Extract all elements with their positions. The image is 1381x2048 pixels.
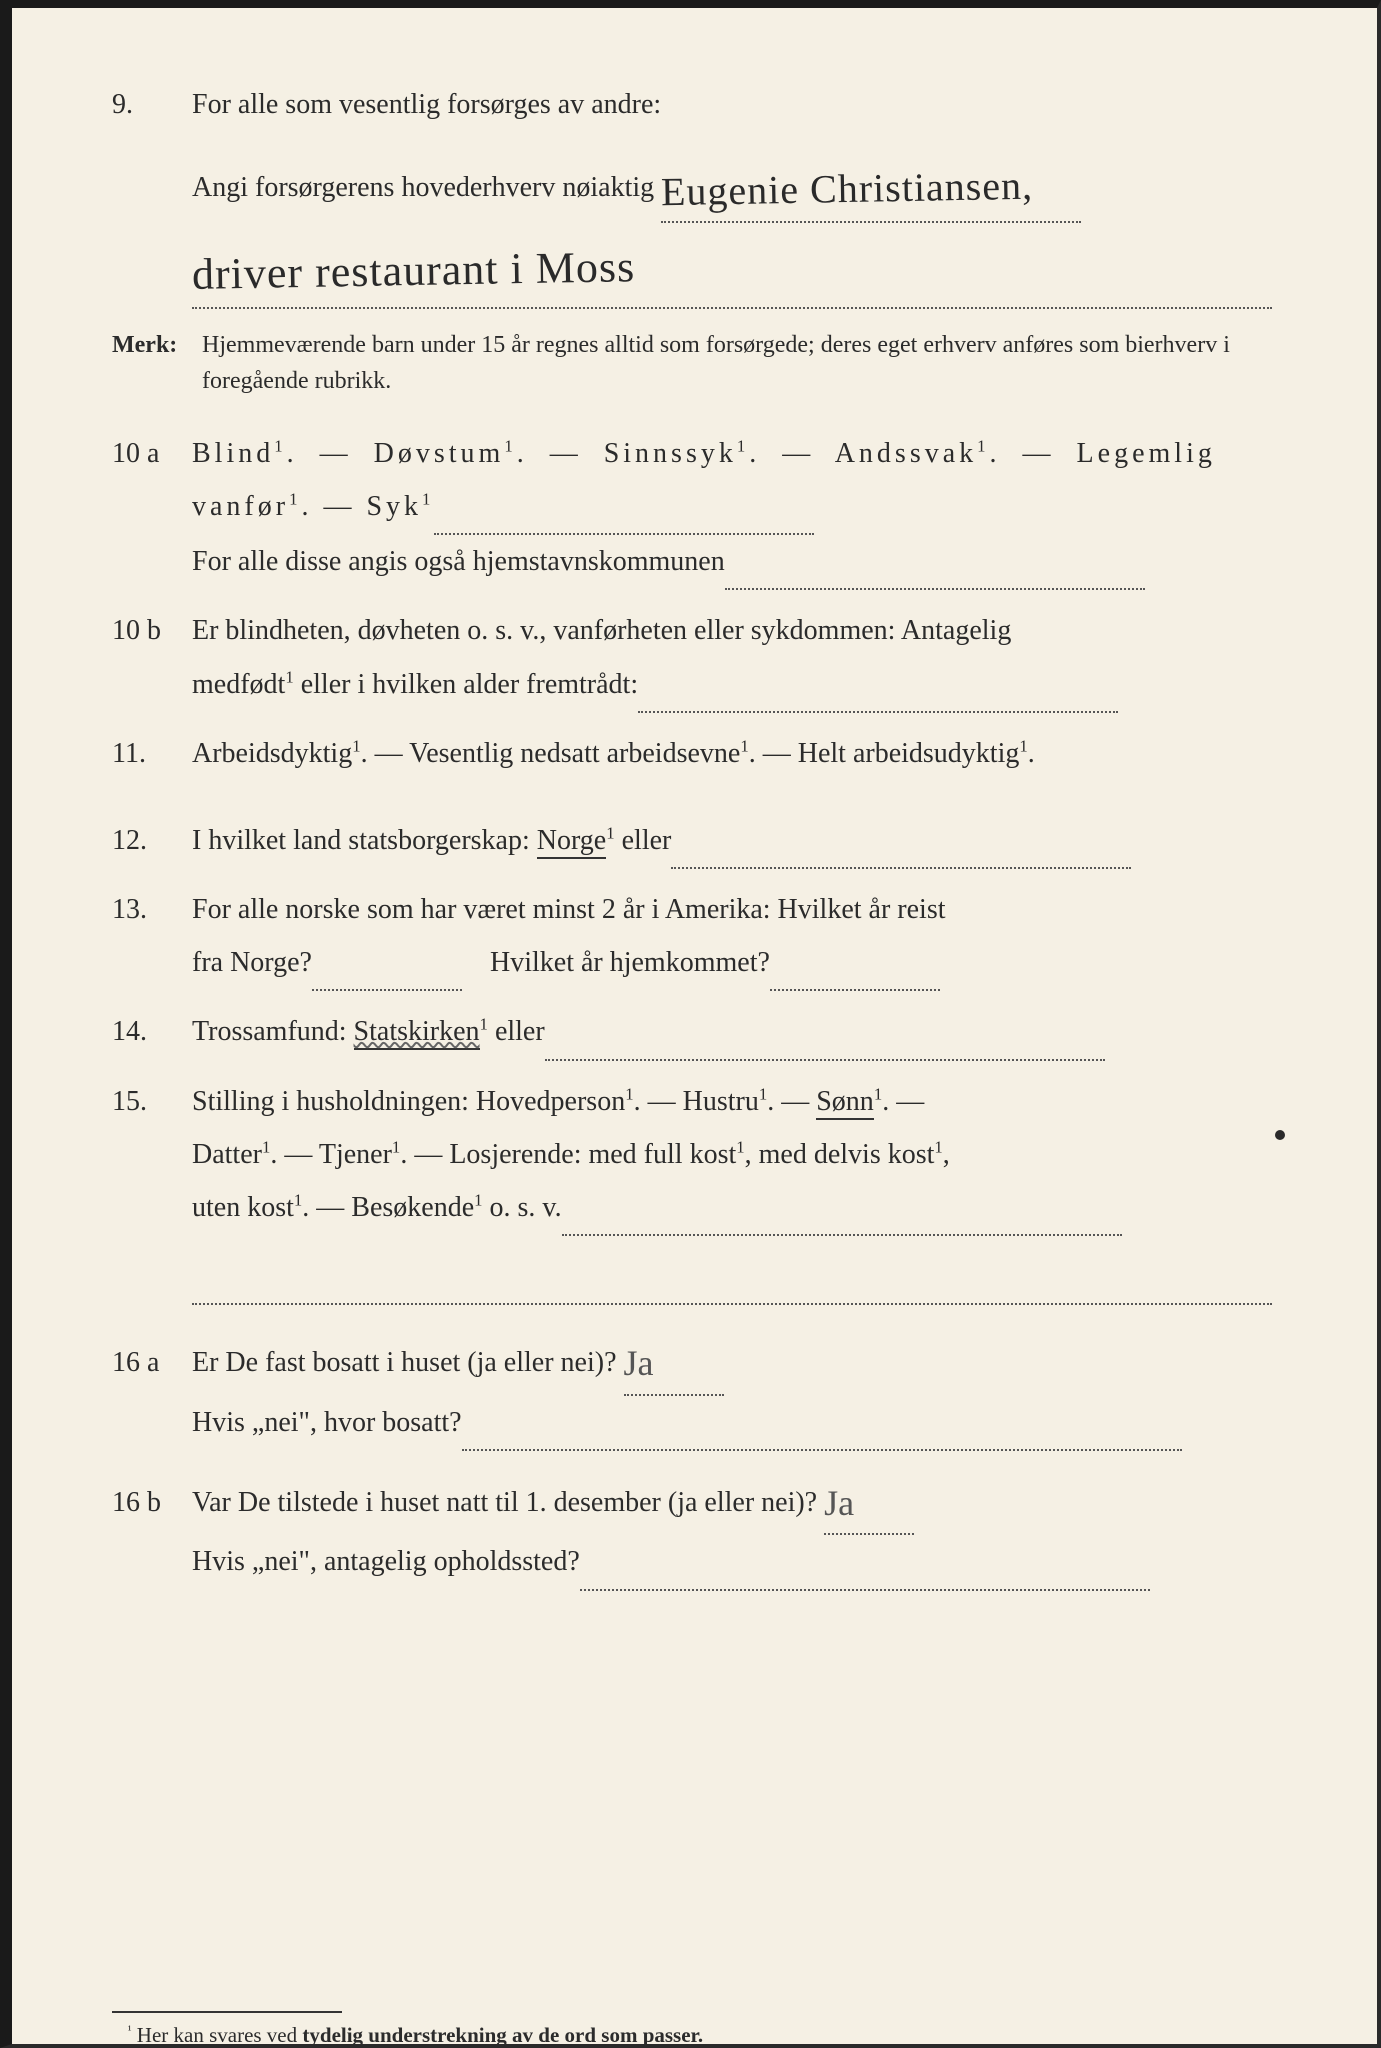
q16a-blank1: Ja bbox=[624, 1325, 724, 1395]
q16b-blank2 bbox=[580, 1535, 1150, 1590]
q10b-number: 10 b bbox=[112, 604, 192, 657]
q12-blank bbox=[671, 814, 1131, 869]
q15-extra-line bbox=[192, 1250, 1287, 1305]
q9-blank2: driver restaurant i Moss bbox=[192, 223, 1272, 309]
q9-line2-prefix: Angi forsørgerens hovederhverv nøiaktig bbox=[192, 172, 654, 203]
q16a-body: Er De fast bosatt i huset (ja eller nei)… bbox=[192, 1325, 1287, 1451]
q13-line2b: Hvilket år hjemkommet? bbox=[490, 947, 770, 978]
q9-line1: For alle som vesentlig forsørges av andr… bbox=[192, 89, 661, 120]
q14-underlined: Statskirken bbox=[354, 1016, 480, 1050]
q10b-text: Er blindheten, døvheten o. s. v., vanfør… bbox=[192, 615, 1011, 646]
q12-row: 12. I hvilket land statsborgerskap: Norg… bbox=[112, 814, 1287, 869]
q15-text3: uten kost1. — Besøkende1 o. s. v. bbox=[192, 1192, 562, 1223]
q9-row: 9. For alle som vesentlig forsørges av a… bbox=[112, 78, 1287, 131]
q13-body: For alle norske som har været minst 2 år… bbox=[192, 883, 1287, 991]
q11-text: Arbeidsdyktig1. — Vesentlig nedsatt arbe… bbox=[192, 738, 1035, 769]
q10a-options2: vanfør1. — Syk1 bbox=[192, 491, 434, 522]
q10a-number: 10 a bbox=[112, 427, 192, 480]
q16a-number: 16 a bbox=[112, 1336, 192, 1389]
q13-blank2 bbox=[770, 936, 940, 991]
q16a-q1: Er De fast bosatt i huset (ja eller nei)… bbox=[192, 1347, 617, 1378]
q12-underlined: Norge bbox=[537, 825, 606, 859]
q16b-q2: Hvis „nei", antagelig opholdssted? bbox=[192, 1546, 580, 1577]
q13-blank1 bbox=[312, 936, 462, 991]
q11-row: 11. Arbeidsdyktig1. — Vesentlig nedsatt … bbox=[112, 727, 1287, 780]
footnote-rule bbox=[112, 2011, 342, 2013]
q10b-text2: medfødt1 eller i hvilken alder fremtrådt… bbox=[192, 669, 638, 700]
footnote-marker: ¹ bbox=[128, 2023, 132, 2037]
q15-row: 15. Stilling i husholdningen: Hovedperso… bbox=[112, 1075, 1287, 1237]
q10a-blank2 bbox=[725, 535, 1145, 590]
q15-blank2 bbox=[192, 1250, 1272, 1305]
q12-body: I hvilket land statsborgerskap: Norge1 e… bbox=[192, 814, 1287, 869]
q16b-q1: Var De tilstede i huset natt til 1. dese… bbox=[192, 1487, 817, 1518]
q14-suffix: eller bbox=[495, 1016, 545, 1047]
q12-number: 12. bbox=[112, 814, 192, 867]
q16a-answer1: Ja bbox=[624, 1329, 654, 1397]
q15-blank bbox=[562, 1181, 1122, 1236]
q15-number: 15. bbox=[112, 1075, 192, 1128]
q10a-row: 10 a Blind1. — Døvstum1. — Sinnssyk1. — … bbox=[112, 427, 1287, 591]
q9-line2-wrap: Angi forsørgerens hovederhverv nøiaktig … bbox=[192, 145, 1287, 223]
q9-number: 9. bbox=[112, 78, 192, 131]
q14-row: 14. Trossamfund: Statskirken1 eller bbox=[112, 1005, 1287, 1060]
q16a-blank2 bbox=[462, 1396, 1182, 1451]
q12-prefix: I hvilket land statsborgerskap: bbox=[192, 825, 537, 856]
q15-body: Stilling i husholdningen: Hovedperson1. … bbox=[192, 1075, 1287, 1237]
census-form-page: 9. For alle som vesentlig forsørges av a… bbox=[0, 0, 1381, 2048]
q12-suffix: eller bbox=[622, 825, 672, 856]
q10b-row: 10 b Er blindheten, døvheten o. s. v., v… bbox=[112, 604, 1287, 712]
q11-number: 11. bbox=[112, 727, 192, 780]
q9-line3-wrap: driver restaurant i Moss bbox=[192, 223, 1287, 309]
q14-blank bbox=[545, 1005, 1105, 1060]
q15-text2: Datter1. — Tjener1. — Losjerende: med fu… bbox=[192, 1139, 950, 1170]
q9-handwritten1: Eugenie Christiansen, bbox=[661, 148, 1034, 230]
footnote-bold: tydelig understrekning av de ord som pas… bbox=[302, 2023, 703, 2047]
q16a-row: 16 a Er De fast bosatt i huset (ja eller… bbox=[112, 1325, 1287, 1451]
q16b-body: Var De tilstede i huset natt til 1. dese… bbox=[192, 1465, 1287, 1591]
q13-number: 13. bbox=[112, 883, 192, 936]
q11-body: Arbeidsdyktig1. — Vesentlig nedsatt arbe… bbox=[192, 727, 1287, 780]
q14-number: 14. bbox=[112, 1005, 192, 1058]
merk-text: Hjemmeværende barn under 15 år regnes al… bbox=[202, 327, 1287, 399]
q10a-options: Blind1. — Døvstum1. — Sinnssyk1. — Andss… bbox=[192, 438, 1216, 469]
q13-line2a: fra Norge? bbox=[192, 947, 312, 978]
merk-label: Merk: bbox=[112, 327, 202, 363]
q10a-extra: For alle disse angis også hjemstavnskomm… bbox=[192, 546, 725, 577]
footnote: ¹ Her kan svares ved tydelig understrekn… bbox=[112, 2023, 1287, 2048]
ink-spot bbox=[1275, 1130, 1285, 1140]
q16b-answer1: Ja bbox=[824, 1469, 854, 1537]
q16b-row: 16 b Var De tilstede i huset natt til 1.… bbox=[112, 1465, 1287, 1591]
q16b-blank1: Ja bbox=[824, 1465, 914, 1535]
q10b-blank bbox=[638, 658, 1118, 713]
q15-text1: Stilling i husholdningen: Hovedperson1. … bbox=[192, 1086, 816, 1117]
merk-row: Merk: Hjemmeværende barn under 15 år reg… bbox=[112, 327, 1287, 399]
footnote-text: Her kan svares ved bbox=[137, 2023, 303, 2047]
q13-row: 13. For alle norske som har været minst … bbox=[112, 883, 1287, 991]
q10a-blank bbox=[434, 480, 814, 535]
q15-underlined: Sønn bbox=[816, 1086, 874, 1120]
q9-body: For alle som vesentlig forsørges av andr… bbox=[192, 78, 1287, 131]
q9-blank1: Eugenie Christiansen, bbox=[661, 145, 1081, 223]
q10a-body: Blind1. — Døvstum1. — Sinnssyk1. — Andss… bbox=[192, 427, 1287, 591]
q10b-body: Er blindheten, døvheten o. s. v., vanfør… bbox=[192, 604, 1287, 712]
q14-body: Trossamfund: Statskirken1 eller bbox=[192, 1005, 1287, 1060]
q16b-number: 16 b bbox=[112, 1476, 192, 1529]
q16a-q2: Hvis „nei", hvor bosatt? bbox=[192, 1407, 462, 1438]
q13-line1: For alle norske som har været minst 2 år… bbox=[192, 894, 946, 925]
q14-prefix: Trossamfund: bbox=[192, 1016, 354, 1047]
q9-handwritten2: driver restaurant i Moss bbox=[191, 225, 636, 316]
